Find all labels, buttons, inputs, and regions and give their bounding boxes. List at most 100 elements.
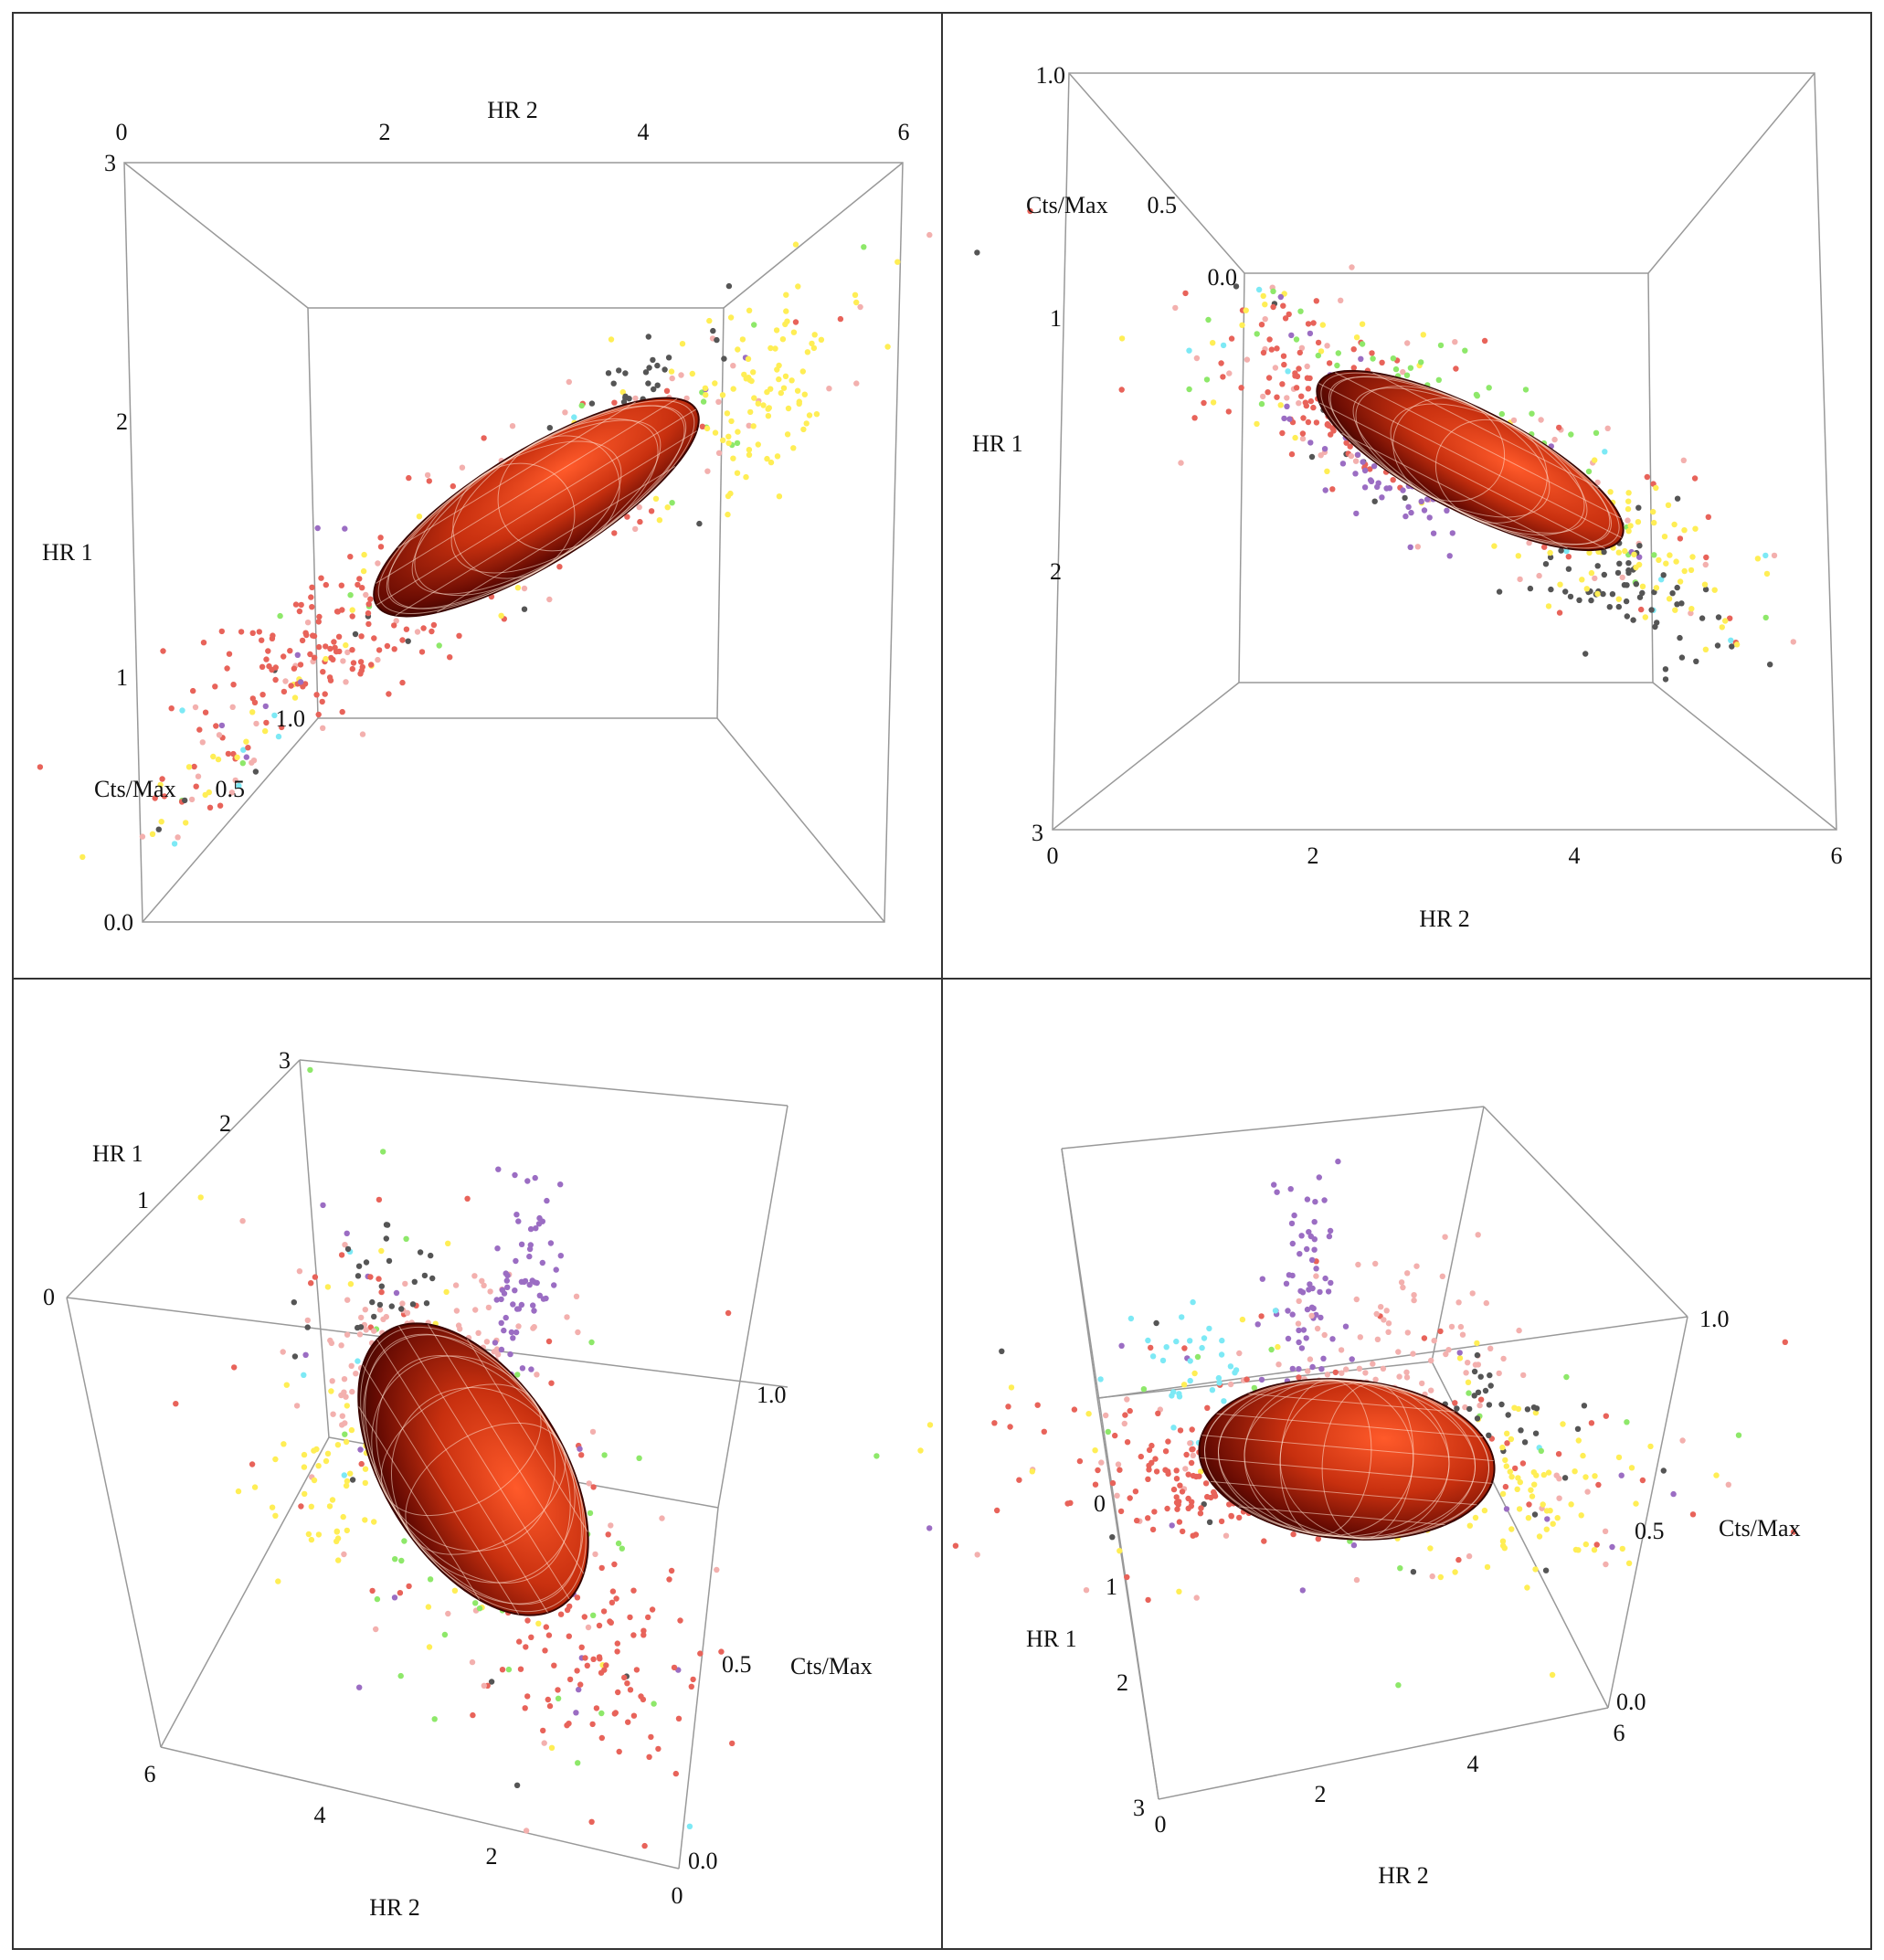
scatter-point — [282, 678, 289, 684]
scatter-point — [1124, 1573, 1130, 1581]
scatter-point — [1233, 1367, 1240, 1373]
scatter-point — [735, 346, 741, 353]
scatter-point — [392, 1556, 398, 1563]
scatter-point — [1583, 586, 1591, 592]
scatter-point — [1618, 1472, 1625, 1478]
scatter-point — [773, 327, 780, 334]
scatter-point — [1085, 1411, 1092, 1417]
scatter-point — [303, 631, 310, 639]
scatter-point — [1532, 1409, 1540, 1416]
scatter-point — [175, 834, 181, 841]
scatter-point — [776, 362, 782, 369]
scatter-point — [301, 1464, 308, 1470]
scatter-point — [1228, 335, 1235, 342]
scatter-point — [1319, 322, 1327, 328]
scatter-point — [613, 1595, 619, 1602]
tick-label: 4 — [1467, 1751, 1479, 1777]
scatter-point — [1498, 1401, 1505, 1408]
scatter-point — [304, 1324, 311, 1330]
scatter-point — [1290, 1531, 1297, 1538]
scatter-point — [1474, 1351, 1481, 1359]
scatter-point — [1347, 443, 1353, 450]
scatter-point — [1665, 502, 1672, 508]
scatter-point — [320, 1202, 326, 1209]
tick-label: 4 — [314, 1802, 326, 1828]
scatter-point — [1339, 1370, 1345, 1376]
scatter-point — [1145, 1596, 1151, 1604]
scatter-point — [1210, 340, 1216, 346]
scatter-point — [1335, 1158, 1341, 1165]
scatter-point — [1545, 603, 1552, 609]
scatter-point — [1550, 1520, 1556, 1527]
scatter-point — [1016, 1477, 1022, 1483]
scatter-point — [632, 395, 639, 402]
scatter-point — [1565, 566, 1572, 572]
scatter-point — [262, 703, 269, 710]
scatter-point — [212, 683, 218, 690]
scatter-point — [1508, 1526, 1515, 1532]
scatter-point — [1305, 321, 1312, 327]
scatter-point — [1516, 1506, 1523, 1512]
scatter-point — [1601, 571, 1608, 578]
scatter-point — [347, 554, 354, 560]
scatter-point — [1328, 431, 1334, 438]
scatter-point — [1428, 1357, 1434, 1364]
scatter-point — [342, 525, 348, 532]
scatter-point — [615, 1540, 622, 1547]
scatter-point — [1199, 1344, 1205, 1351]
scatter-point — [1281, 415, 1287, 422]
scatter-point — [1114, 1492, 1120, 1499]
tick-label: 0 — [1094, 1490, 1106, 1517]
scatter-point — [1594, 563, 1601, 569]
scatter-point — [1398, 1279, 1405, 1286]
scatter-point — [1329, 486, 1336, 493]
scatter-point — [344, 1403, 350, 1409]
scatter-point — [545, 1338, 553, 1345]
scatter-point — [545, 1696, 551, 1703]
scatter-point — [598, 1710, 605, 1717]
scatter-point — [456, 632, 462, 639]
scatter-point — [861, 244, 867, 250]
scatter-point — [1305, 386, 1312, 392]
scatter-point — [426, 478, 432, 484]
scatter-point — [405, 638, 411, 644]
scatter-point — [1307, 1356, 1314, 1362]
scatter-point — [1311, 1219, 1318, 1225]
scatter-point — [1118, 335, 1126, 342]
scatter-point — [1153, 1468, 1160, 1475]
scatter-point — [1289, 1365, 1297, 1372]
scatter-point — [333, 1538, 340, 1545]
scatter-point — [1308, 1312, 1315, 1319]
confidence-ellipsoid — [1198, 1378, 1496, 1541]
scatter-point — [1466, 1522, 1474, 1529]
scatter-point — [231, 1364, 238, 1371]
scatter-point — [1524, 1584, 1530, 1591]
scatter-point — [1298, 344, 1306, 351]
scatter-point — [1615, 1454, 1623, 1461]
scatter-point — [320, 725, 326, 731]
scatter-point — [645, 380, 651, 387]
scatter-point — [540, 1727, 546, 1734]
scatter-point — [308, 594, 314, 600]
scatter-point — [324, 1284, 332, 1290]
scatter-point — [1385, 1329, 1392, 1336]
scatter-point — [1268, 346, 1275, 353]
scatter-point — [79, 853, 86, 861]
scatter-point — [1549, 1671, 1556, 1679]
scatter-point — [1190, 1452, 1197, 1459]
scatter-point — [1297, 1287, 1304, 1295]
scatter-point — [1407, 544, 1413, 550]
scatter-point — [501, 1290, 508, 1297]
scatter-point — [1671, 521, 1678, 528]
ellipsoid-mesh — [358, 1324, 588, 1615]
scatter-point — [1471, 1393, 1477, 1399]
mesh-line — [1319, 402, 1606, 549]
scatter-point — [1647, 1443, 1654, 1450]
scatter-point — [1636, 543, 1643, 549]
scatter-point — [380, 1149, 386, 1155]
scatter-point — [598, 1669, 605, 1676]
scatter-point — [748, 377, 755, 385]
scatter-point — [1602, 449, 1608, 455]
scatter-point — [590, 1612, 597, 1619]
scatter-point — [521, 606, 528, 612]
